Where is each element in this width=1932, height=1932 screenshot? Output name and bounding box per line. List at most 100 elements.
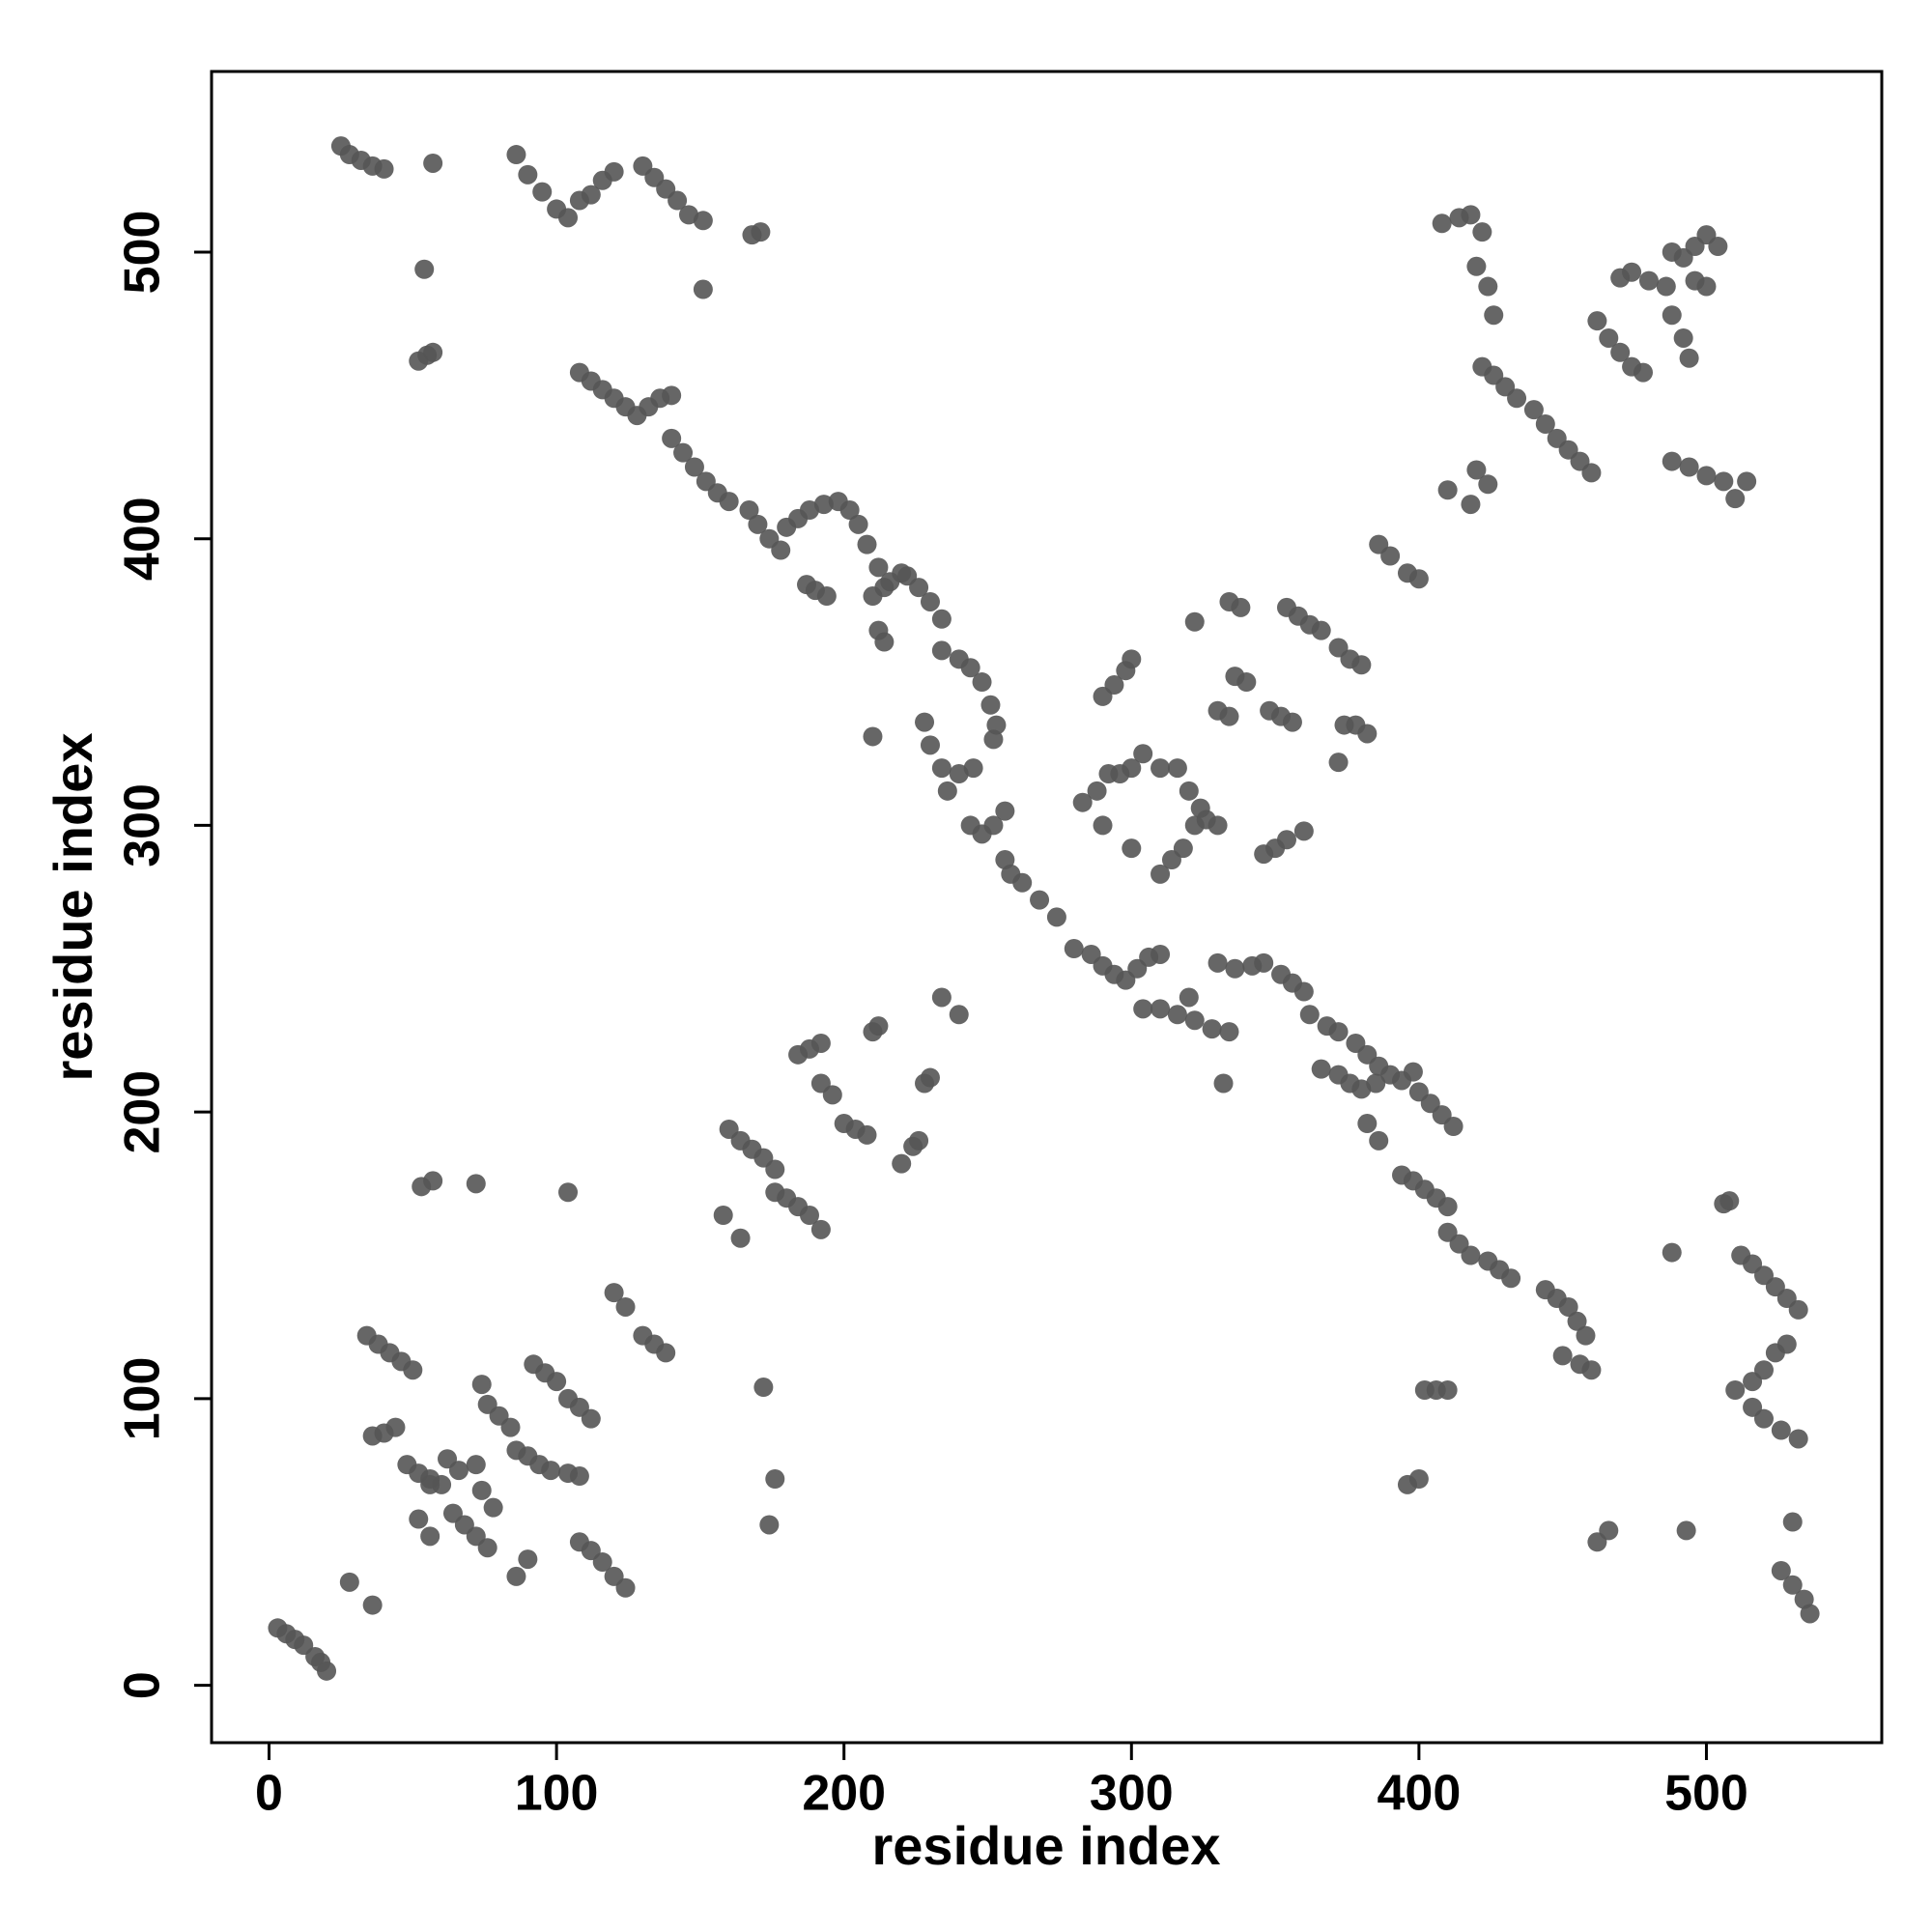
point bbox=[1072, 792, 1093, 812]
point bbox=[857, 1124, 877, 1145]
point bbox=[771, 540, 791, 560]
point bbox=[1133, 744, 1153, 764]
point bbox=[1558, 1296, 1578, 1317]
point bbox=[1782, 1512, 1803, 1532]
point bbox=[816, 586, 837, 607]
x-tick-label: 500 bbox=[1664, 1766, 1748, 1822]
point bbox=[1254, 952, 1274, 973]
point bbox=[1179, 987, 1199, 1008]
point bbox=[1357, 1114, 1378, 1134]
point bbox=[1231, 597, 1251, 617]
point bbox=[1708, 237, 1728, 257]
point bbox=[673, 442, 694, 463]
point bbox=[362, 1595, 383, 1615]
point bbox=[403, 1360, 423, 1380]
point bbox=[1679, 457, 1699, 477]
point bbox=[1208, 952, 1228, 973]
y-axis-title: residue index bbox=[43, 732, 103, 1081]
point bbox=[1122, 838, 1142, 859]
point bbox=[1673, 327, 1693, 348]
point bbox=[1202, 1019, 1222, 1039]
point bbox=[1523, 400, 1544, 420]
point bbox=[385, 1417, 406, 1437]
point bbox=[931, 758, 952, 779]
point bbox=[1151, 944, 1171, 964]
point bbox=[374, 158, 394, 179]
point bbox=[949, 1005, 969, 1025]
point bbox=[868, 1016, 889, 1037]
point bbox=[506, 1566, 526, 1586]
point bbox=[581, 1408, 601, 1429]
point bbox=[547, 1372, 567, 1392]
point bbox=[874, 578, 895, 598]
point bbox=[810, 1219, 831, 1239]
point bbox=[1576, 1325, 1596, 1346]
point bbox=[420, 1474, 440, 1494]
point bbox=[1638, 270, 1659, 291]
point bbox=[656, 1343, 676, 1363]
point bbox=[909, 1130, 929, 1151]
x-tick-label: 0 bbox=[255, 1766, 283, 1822]
point bbox=[1776, 1334, 1797, 1354]
point bbox=[604, 161, 624, 182]
point bbox=[1599, 1520, 1619, 1541]
point bbox=[1656, 276, 1676, 297]
point bbox=[1151, 864, 1171, 884]
point bbox=[1478, 474, 1498, 495]
point bbox=[483, 1497, 503, 1518]
point bbox=[1151, 758, 1171, 779]
point bbox=[1328, 1022, 1349, 1042]
point bbox=[1507, 388, 1527, 409]
point bbox=[1380, 546, 1401, 566]
point bbox=[909, 578, 929, 598]
point bbox=[558, 1182, 579, 1203]
point bbox=[1012, 872, 1033, 893]
point bbox=[719, 492, 739, 512]
point bbox=[1122, 758, 1142, 779]
point bbox=[1478, 276, 1498, 297]
point bbox=[420, 1526, 440, 1547]
point bbox=[1443, 1117, 1463, 1137]
point bbox=[1437, 480, 1458, 500]
point bbox=[1696, 466, 1717, 486]
x-tick-label: 400 bbox=[1377, 1766, 1461, 1822]
point bbox=[983, 729, 1004, 750]
point bbox=[1184, 1010, 1205, 1031]
point bbox=[662, 385, 682, 406]
point bbox=[1351, 655, 1372, 675]
point bbox=[1064, 939, 1084, 959]
point bbox=[1437, 1380, 1458, 1401]
point bbox=[1190, 798, 1210, 818]
point bbox=[931, 640, 952, 661]
point bbox=[857, 534, 877, 554]
point bbox=[1501, 1268, 1521, 1289]
point bbox=[317, 1661, 337, 1681]
point bbox=[1581, 1360, 1602, 1380]
point bbox=[1133, 999, 1153, 1019]
point bbox=[693, 279, 713, 299]
point bbox=[1357, 724, 1378, 744]
x-tick-label: 100 bbox=[515, 1766, 599, 1822]
point bbox=[963, 758, 983, 779]
point bbox=[423, 342, 443, 362]
y-tick-label: 200 bbox=[115, 1070, 171, 1154]
point bbox=[980, 695, 1001, 715]
point bbox=[1599, 327, 1619, 348]
point bbox=[937, 781, 957, 801]
point bbox=[810, 1033, 831, 1053]
point bbox=[1696, 276, 1717, 297]
point bbox=[1151, 999, 1171, 1019]
point bbox=[662, 428, 682, 448]
point bbox=[1788, 1299, 1808, 1320]
point bbox=[1719, 1191, 1740, 1211]
point bbox=[986, 715, 1007, 735]
point bbox=[684, 457, 704, 477]
point bbox=[1293, 821, 1314, 841]
point bbox=[466, 1455, 486, 1475]
point bbox=[748, 514, 768, 534]
point bbox=[615, 1577, 636, 1598]
point bbox=[466, 1174, 486, 1194]
point bbox=[409, 1509, 429, 1529]
point bbox=[668, 190, 688, 211]
point bbox=[1771, 1420, 1791, 1440]
